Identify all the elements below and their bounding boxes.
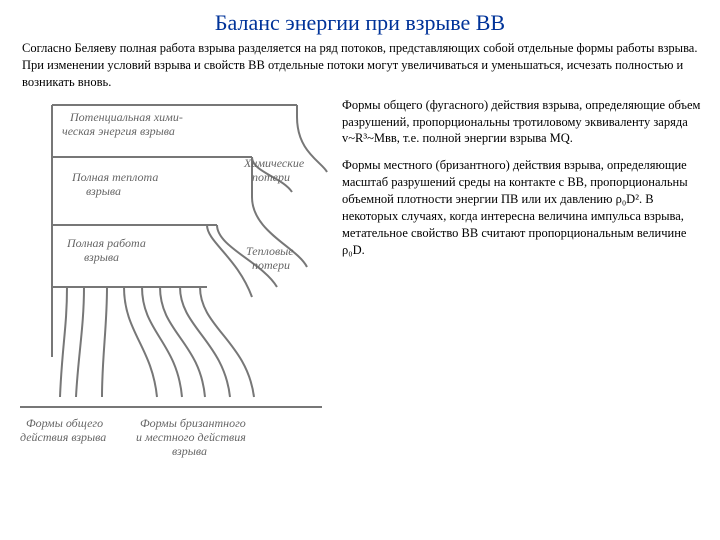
label-heat-b: потери bbox=[252, 259, 290, 272]
content-row: Потенциальная хими- ческая энергия взрыв… bbox=[0, 97, 720, 477]
label-potential-a: Потенциальная хими- bbox=[70, 111, 183, 124]
label-bottom2b: и местного действия bbox=[136, 431, 246, 444]
page-title: Баланс энергии при взрыве ВВ bbox=[0, 0, 720, 40]
intro-paragraph: Согласно Беляеву полная работа взрыва ра… bbox=[0, 40, 720, 97]
label-bottom2a: Формы бризантного bbox=[140, 417, 246, 430]
label-chem-a: Химические bbox=[244, 157, 304, 170]
energy-balance-figure: Потенциальная хими- ческая энергия взрыв… bbox=[12, 97, 332, 477]
label-bottom1a: Формы общего bbox=[26, 417, 103, 430]
paragraph-1: Формы общего (фугасного) действия взрыва… bbox=[342, 97, 708, 148]
label-chem-b: потери bbox=[252, 171, 290, 184]
label-bottom2c: взрыва bbox=[172, 445, 207, 458]
label-fullwork-a: Полная работа bbox=[67, 237, 146, 250]
paragraph-2: Формы местного (бризантного) действия вз… bbox=[342, 157, 708, 258]
label-heat-a: Тепловые bbox=[246, 245, 294, 258]
label-potential-b: ческая энергия взрыва bbox=[62, 125, 175, 138]
label-bottom1b: действия взрыва bbox=[20, 431, 106, 444]
label-fullwork-b: взрыва bbox=[84, 251, 119, 264]
label-fullheat-b: взрыва bbox=[86, 185, 121, 198]
label-fullheat-a: Полная теплота bbox=[72, 171, 158, 184]
right-column: Формы общего (фугасного) действия взрыва… bbox=[342, 97, 708, 477]
